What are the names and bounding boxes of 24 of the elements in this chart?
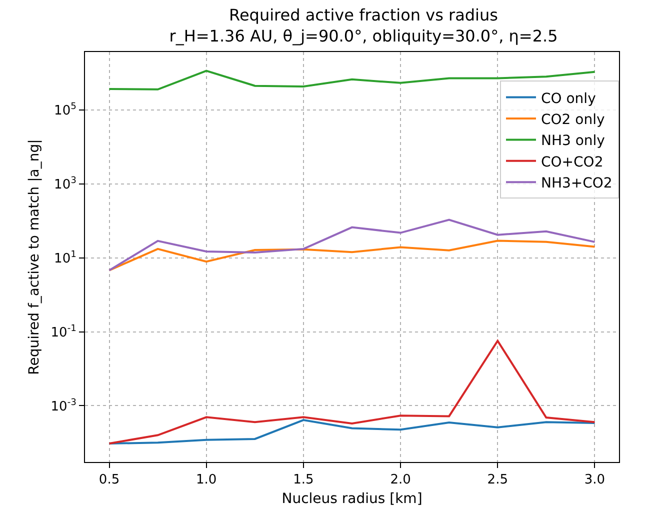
legend-label: NH3 only <box>541 133 605 150</box>
line-series <box>108 218 596 272</box>
y-axis-title: Required f_active to match |a_ng| <box>26 139 42 375</box>
line-series <box>108 419 596 444</box>
y-tick-label: 10$^{-3}$ <box>50 398 77 414</box>
chart-title: Required active fraction vs radius <box>229 6 498 25</box>
y-tick-label: 10$^{-1}$ <box>50 324 76 340</box>
legend-label: CO+CO2 <box>541 154 604 170</box>
y-tick-label: 10$^{3}$ <box>54 176 77 192</box>
x-tick-label: 3.0 <box>584 472 606 488</box>
legend-label: NH3+CO2 <box>541 176 612 192</box>
legend-label: CO only <box>541 90 596 107</box>
line-series <box>108 70 596 90</box>
x-tick-label: 2.0 <box>390 472 411 488</box>
y-tick-label: 10$^{5}$ <box>54 102 76 119</box>
x-axis-title: Nucleus radius [km] <box>282 490 422 507</box>
x-tick-label: 0.5 <box>98 472 120 488</box>
y-tick-label: 10$^{1}$ <box>54 250 76 266</box>
x-tick-label: 1.5 <box>293 472 314 488</box>
x-tick-label: 2.5 <box>487 472 508 488</box>
line-series <box>108 340 596 444</box>
x-tick-label: 1.0 <box>196 472 217 488</box>
legend-label: CO2 only <box>541 112 605 128</box>
chart-subtitle: r_H=1.36 AU, θ_j=90.0°, obliquity=30.0°, η=2.5 <box>169 26 558 46</box>
